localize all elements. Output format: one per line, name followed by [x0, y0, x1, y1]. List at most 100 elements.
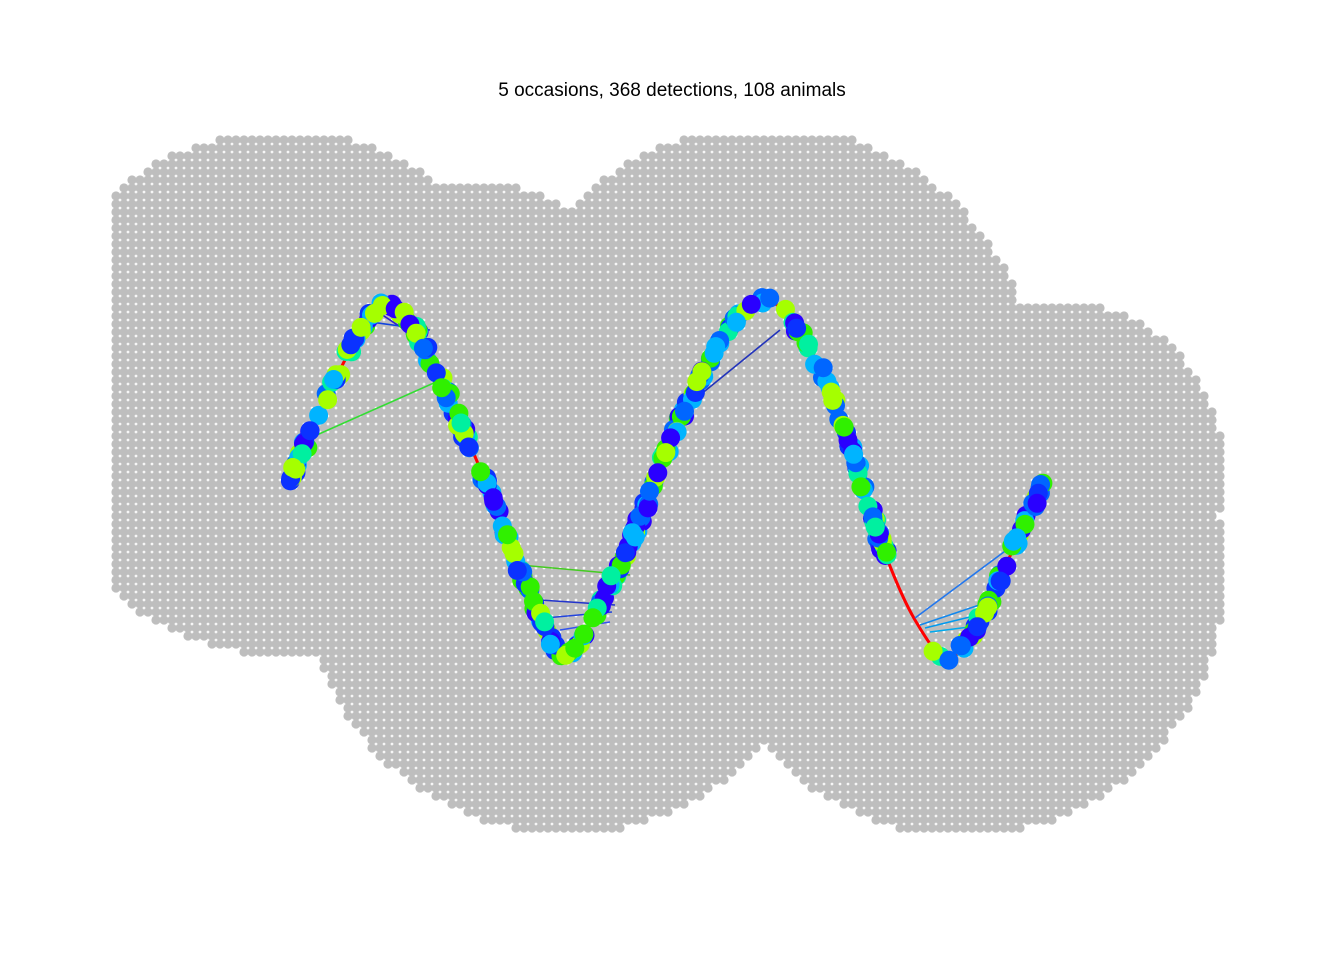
mask-point [255, 367, 265, 377]
mask-point [871, 255, 881, 265]
mask-point [823, 439, 833, 449]
mask-point [423, 415, 433, 425]
mask-point [271, 391, 281, 401]
mask-point [1167, 359, 1177, 369]
mask-point [335, 175, 345, 185]
mask-point [151, 175, 161, 185]
mask-point [199, 407, 209, 417]
mask-point [1023, 367, 1033, 377]
mask-point [111, 223, 121, 233]
mask-point [943, 319, 953, 329]
mask-point [567, 303, 577, 313]
mask-point [695, 319, 705, 329]
mask-point [703, 199, 713, 209]
mask-point [343, 271, 353, 281]
mask-point [287, 279, 297, 289]
mask-point [815, 255, 825, 265]
mask-point [1063, 303, 1073, 313]
mask-point [119, 239, 129, 249]
mask-point [879, 407, 889, 417]
mask-point [303, 287, 313, 297]
mask-point [951, 215, 961, 225]
mask-point [327, 143, 337, 153]
mask-point [983, 247, 993, 257]
mask-point [551, 455, 561, 465]
mask-point [271, 223, 281, 233]
mask-point [567, 391, 577, 401]
mask-point [255, 295, 265, 305]
mask-point [799, 207, 809, 217]
mask-point [887, 287, 897, 297]
mask-point [407, 215, 417, 225]
mask-point [959, 383, 969, 393]
mask-point [967, 231, 977, 241]
mask-point [599, 271, 609, 281]
mask-point [951, 287, 961, 297]
mask-point [1103, 391, 1113, 401]
mask-point [799, 415, 809, 425]
mask-point [951, 343, 961, 353]
mask-point [695, 239, 705, 249]
mask-point [823, 335, 833, 345]
mask-point [639, 159, 649, 169]
mask-point [927, 271, 937, 281]
mask-point [759, 279, 769, 289]
mask-point [447, 279, 457, 289]
mask-point [527, 455, 537, 465]
mask-point [1079, 375, 1089, 385]
mask-point [1143, 327, 1153, 337]
mask-point [215, 215, 225, 225]
mask-point [495, 183, 505, 193]
mask-point [423, 423, 433, 433]
mask-point [1143, 455, 1153, 465]
mask-point [1199, 447, 1209, 457]
mask-point [551, 279, 561, 289]
mask-point [839, 207, 849, 217]
mask-point [727, 135, 737, 145]
mask-point [239, 455, 249, 465]
mask-point [511, 327, 521, 337]
mask-point [631, 159, 641, 169]
mask-point [647, 191, 657, 201]
mask-point [519, 359, 529, 369]
mask-point [191, 255, 201, 265]
mask-point [279, 191, 289, 201]
mask-point [295, 263, 305, 273]
mask-point [967, 311, 977, 321]
mask-point [687, 351, 697, 361]
mask-point [655, 167, 665, 177]
mask-point [423, 391, 433, 401]
mask-point [1151, 407, 1161, 417]
mask-point [559, 391, 569, 401]
mask-point [999, 423, 1009, 433]
mask-point [127, 327, 137, 337]
mask-point [191, 311, 201, 321]
mask-point [863, 247, 873, 257]
mask-point [1135, 439, 1145, 449]
mask-point [927, 247, 937, 257]
mask-point [111, 399, 121, 409]
mask-point [639, 439, 649, 449]
mask-point [839, 271, 849, 281]
mask-point [391, 359, 401, 369]
mask-point [935, 311, 945, 321]
mask-point [903, 311, 913, 321]
mask-point [247, 143, 257, 153]
mask-point [503, 255, 513, 265]
mask-point [1047, 319, 1057, 329]
mask-point [535, 375, 545, 385]
mask-point [887, 439, 897, 449]
mask-point [223, 343, 233, 353]
mask-point [463, 247, 473, 257]
mask-point [199, 479, 209, 489]
mask-point [431, 327, 441, 337]
mask-point [271, 383, 281, 393]
mask-point [895, 399, 905, 409]
mask-point [647, 399, 657, 409]
mask-point [295, 335, 305, 345]
mask-point [1007, 287, 1017, 297]
mask-point [215, 279, 225, 289]
mask-point [895, 359, 905, 369]
mask-point [831, 151, 841, 161]
mask-point [407, 407, 417, 417]
